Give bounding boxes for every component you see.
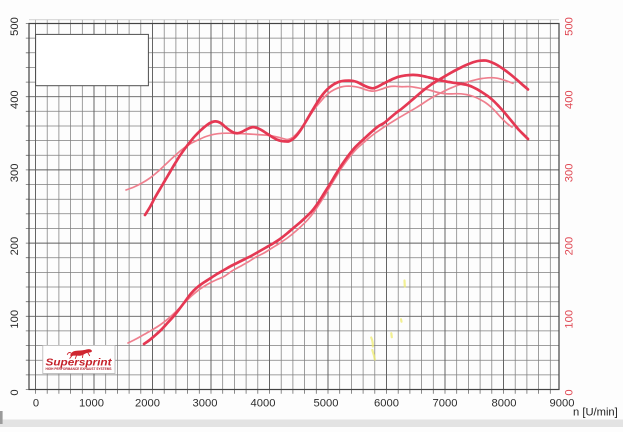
svg-text:0: 0: [33, 398, 39, 410]
svg-text:4000: 4000: [251, 398, 276, 410]
svg-text:500: 500: [564, 17, 576, 36]
svg-text:HIGH PERFORMANCE EXHAUST SYSTE: HIGH PERFORMANCE EXHAUST SYSTEMS: [46, 367, 112, 371]
svg-text:n [U/min]: n [U/min]: [573, 407, 618, 419]
svg-text:8000: 8000: [492, 398, 517, 410]
svg-text:400: 400: [564, 90, 576, 109]
svg-text:Supersprint: Supersprint: [46, 358, 113, 369]
svg-text:0: 0: [9, 389, 21, 395]
svg-text:100: 100: [9, 310, 21, 329]
svg-text:200: 200: [564, 237, 576, 256]
svg-text:100: 100: [564, 310, 576, 329]
svg-text:300: 300: [9, 164, 21, 183]
svg-text:500: 500: [9, 17, 21, 36]
svg-text:7000: 7000: [433, 398, 458, 410]
svg-text:300: 300: [564, 164, 576, 183]
svg-text:3000: 3000: [193, 398, 218, 410]
svg-text:2000: 2000: [135, 398, 160, 410]
svg-text:9000: 9000: [550, 398, 575, 410]
svg-text:0: 0: [564, 389, 576, 395]
svg-text:1000: 1000: [79, 398, 104, 410]
svg-text:200: 200: [9, 237, 21, 256]
svg-text:6000: 6000: [374, 398, 399, 410]
svg-text:400: 400: [9, 90, 21, 109]
svg-text:5000: 5000: [314, 398, 339, 410]
